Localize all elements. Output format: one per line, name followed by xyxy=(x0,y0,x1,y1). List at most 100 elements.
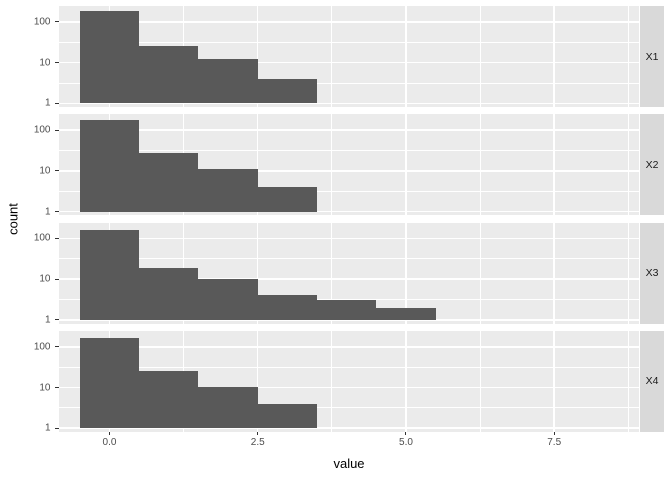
histogram-bar xyxy=(198,387,258,429)
y-tick-label: 1 xyxy=(44,97,51,109)
facet-strip-x2: X2 xyxy=(640,114,664,216)
facet-strip-x3: X3 xyxy=(640,222,664,324)
y-tick-label: 100 xyxy=(33,341,51,353)
y-major-gridline xyxy=(58,386,639,389)
histogram-bar xyxy=(257,187,317,212)
x-axis-tick xyxy=(257,431,259,436)
x-major-gridline xyxy=(553,222,555,324)
facet-strip-label: X3 xyxy=(645,267,659,280)
x-minor-gridline xyxy=(479,114,481,216)
x-minor-gridline xyxy=(627,222,629,324)
y-axis-tick xyxy=(55,129,59,131)
x-minor-gridline xyxy=(331,114,333,216)
y-major-gridline xyxy=(58,61,639,64)
y-axis-tick xyxy=(55,102,59,104)
x-minor-gridline xyxy=(627,330,629,432)
y-minor-gridline xyxy=(58,258,639,260)
facet-panel-x3 xyxy=(58,222,639,324)
facet-strip-x1: X1 xyxy=(640,6,664,107)
y-axis-tick xyxy=(55,21,59,23)
x-major-gridline xyxy=(256,222,259,324)
x-axis-tick xyxy=(108,431,110,436)
y-major-gridline xyxy=(58,170,639,172)
histogram-bar xyxy=(79,229,140,320)
x-axis-tick xyxy=(405,431,407,436)
x-major-gridline xyxy=(256,6,259,107)
facet-strip-x4: X4 xyxy=(640,330,664,432)
histogram-bar xyxy=(198,169,258,212)
y-axis-tick xyxy=(55,237,59,239)
y-axis-tick xyxy=(55,319,59,321)
y-tick-label: 10 xyxy=(39,165,51,177)
y-tick-label: 100 xyxy=(33,16,51,28)
y-axis-tick xyxy=(55,278,59,280)
y-axis-tick xyxy=(55,211,59,213)
facet-panel-x4 xyxy=(58,330,639,432)
y-axis-tick xyxy=(55,387,59,388)
x-major-gridline xyxy=(405,6,407,107)
x-major-gridline xyxy=(405,222,407,324)
histogram-bar xyxy=(257,78,317,104)
histogram-bar xyxy=(79,11,140,104)
y-tick-label: 100 xyxy=(33,124,51,136)
y-minor-gridline xyxy=(58,150,639,151)
x-tick-label: 2.5 xyxy=(250,436,265,448)
x-minor-gridline xyxy=(479,330,481,432)
y-minor-gridline xyxy=(58,82,639,84)
y-tick-label: 100 xyxy=(33,232,51,244)
facet-strip-label: X2 xyxy=(645,158,659,171)
x-minor-gridline xyxy=(627,6,629,107)
y-minor-gridline xyxy=(58,299,639,300)
histogram-bar xyxy=(198,59,258,104)
y-major-gridline xyxy=(58,427,639,429)
y-major-gridline xyxy=(58,210,639,213)
histogram-bar xyxy=(139,153,199,212)
y-minor-gridline xyxy=(58,190,639,192)
y-major-gridline xyxy=(58,129,639,131)
y-major-gridline xyxy=(58,319,639,321)
x-minor-gridline xyxy=(331,222,333,324)
x-minor-gridline xyxy=(331,330,333,432)
y-tick-label: 1 xyxy=(44,422,51,434)
x-axis-tick xyxy=(553,431,555,436)
y-major-gridline xyxy=(58,346,639,348)
x-tick-label: 7.5 xyxy=(547,436,562,448)
x-minor-gridline xyxy=(331,6,333,107)
x-major-gridline xyxy=(405,330,407,432)
y-tick-label: 10 xyxy=(39,273,51,285)
y-major-gridline xyxy=(58,237,639,240)
y-tick-label: 10 xyxy=(39,382,51,393)
y-axis-tick xyxy=(55,170,59,172)
x-axis-title: value xyxy=(333,456,365,471)
histogram-bar xyxy=(257,295,317,320)
facet-strip-label: X4 xyxy=(645,375,659,388)
x-major-gridline xyxy=(256,330,259,432)
y-axis-tick xyxy=(55,427,59,429)
x-minor-gridline xyxy=(627,114,629,216)
x-major-gridline xyxy=(553,114,555,216)
facet-strip-label: X1 xyxy=(645,50,659,63)
histogram-bar xyxy=(317,300,377,320)
x-minor-gridline xyxy=(479,6,481,107)
x-minor-gridline xyxy=(479,222,481,324)
histogram-bar xyxy=(139,267,199,320)
facet-panel-x1 xyxy=(58,6,639,107)
x-tick-label: 5.0 xyxy=(399,436,413,448)
x-major-gridline xyxy=(256,114,259,216)
y-tick-label: 10 xyxy=(39,57,51,69)
y-major-gridline xyxy=(58,102,639,105)
y-tick-label: 1 xyxy=(44,206,51,218)
y-minor-gridline xyxy=(58,41,639,43)
y-major-gridline xyxy=(58,278,639,280)
histogram-bar xyxy=(376,307,436,320)
histogram-bar xyxy=(79,338,140,429)
x-major-gridline xyxy=(553,330,555,432)
histogram-bar xyxy=(198,279,258,320)
x-tick-label: 0.0 xyxy=(102,436,117,448)
y-axis-tick xyxy=(55,62,59,64)
x-major-gridline xyxy=(405,114,407,216)
y-tick-label: 1 xyxy=(44,314,51,326)
histogram-bar xyxy=(79,119,140,212)
histogram-bar xyxy=(139,46,199,104)
